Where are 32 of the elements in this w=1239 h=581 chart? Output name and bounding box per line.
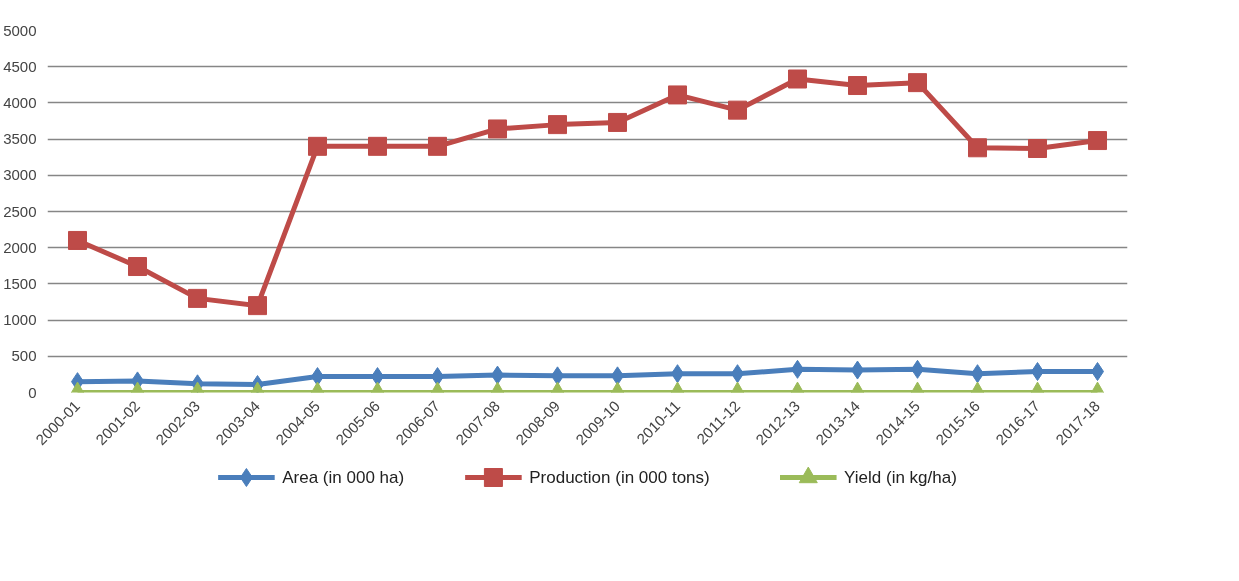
point <box>488 119 507 139</box>
y-tick-label: 5000 <box>3 21 37 39</box>
y-tick-label: 1000 <box>3 311 37 329</box>
legend-label: Area (in 000 ha) <box>282 468 405 487</box>
point <box>668 85 687 105</box>
y-tick-label: 1500 <box>3 274 37 292</box>
point <box>368 136 387 156</box>
point <box>728 100 747 120</box>
point <box>428 136 447 156</box>
point <box>308 136 327 156</box>
y-tick-label: 2500 <box>3 202 37 220</box>
point <box>188 288 207 308</box>
point <box>608 112 627 132</box>
point <box>248 296 267 316</box>
y-tick-label: 3000 <box>3 166 37 184</box>
point <box>1028 139 1047 159</box>
point <box>1088 131 1107 151</box>
y-tick-label: 2000 <box>3 238 37 256</box>
y-tick-label: 4500 <box>3 57 37 75</box>
point <box>908 73 927 93</box>
y-tick-label: 4000 <box>3 93 37 111</box>
point <box>548 115 567 135</box>
point <box>128 257 147 277</box>
legend-label: Yield (in kg/ha) <box>844 468 957 487</box>
point <box>68 230 87 250</box>
point <box>788 69 807 89</box>
y-tick-label: 500 <box>11 347 37 365</box>
point <box>968 138 987 158</box>
y-tick-label: 3500 <box>3 130 37 148</box>
y-tick-label: 0 <box>28 383 37 401</box>
legend-label: Production (in 000 tons) <box>529 468 710 487</box>
point <box>848 76 867 96</box>
